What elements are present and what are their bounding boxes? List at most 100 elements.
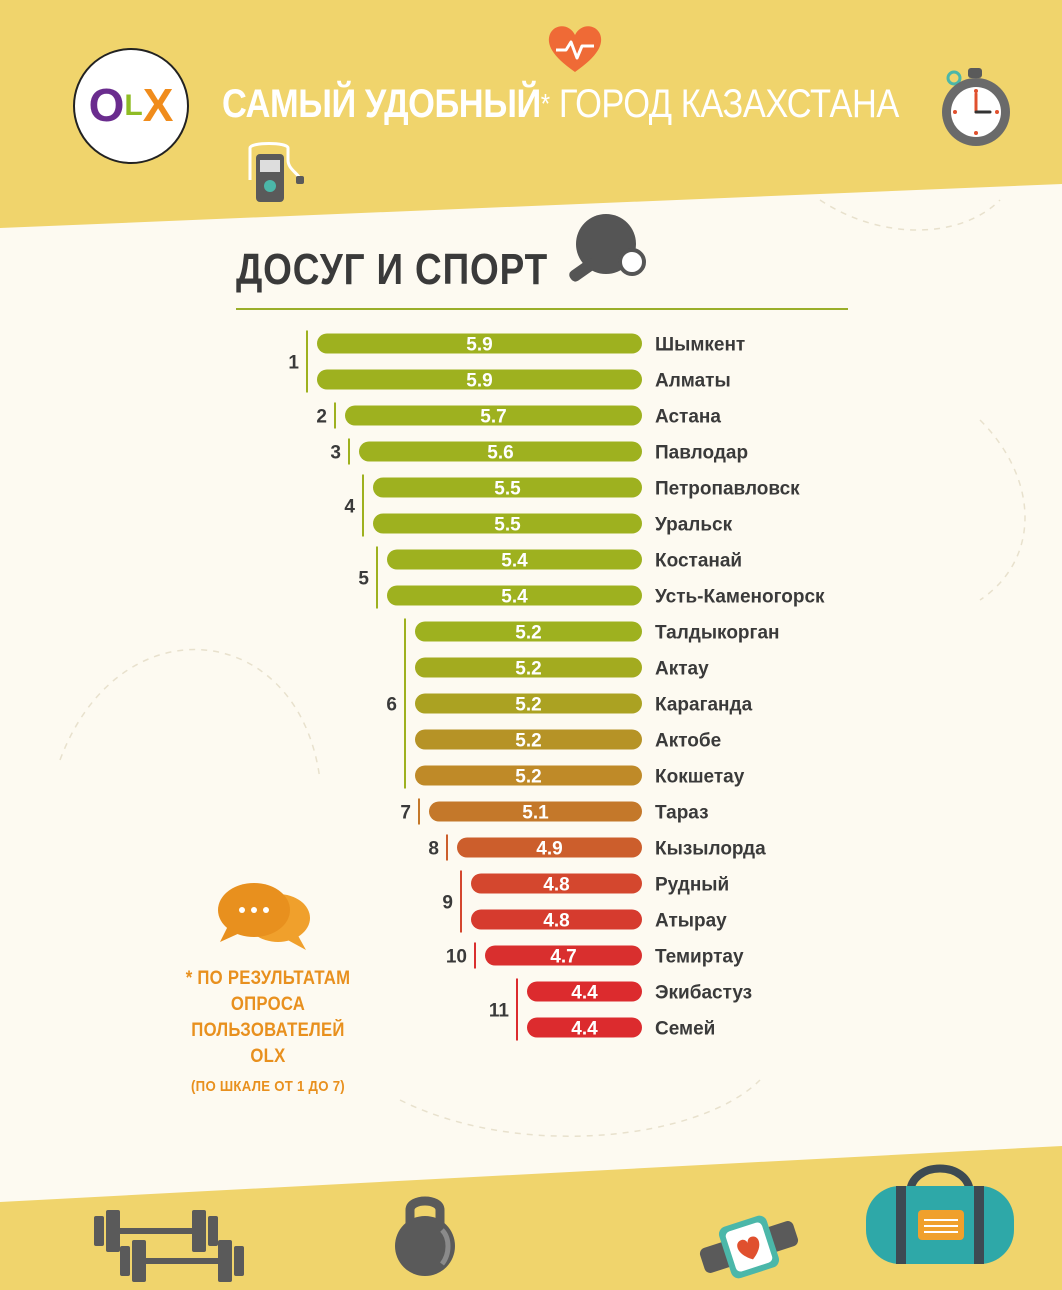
bar-row: 5.2 Талдыкорган bbox=[415, 621, 779, 644]
rank-group: 5 bbox=[358, 546, 378, 609]
bar-value-label: 5.9 bbox=[466, 371, 492, 392]
rank-label: 2 bbox=[316, 407, 327, 428]
bar bbox=[317, 333, 642, 354]
city-label: Талдыкорган bbox=[655, 623, 779, 644]
title-bold: САМЫЙ УДОБНЫЙ bbox=[222, 82, 541, 126]
rank-label: 1 bbox=[288, 353, 299, 374]
page-title: САМЫЙ УДОБНЫЙ* ГОРОД КАЗАХСТАНА bbox=[222, 78, 899, 130]
mp3-player-icon bbox=[248, 142, 304, 202]
rank-label: 5 bbox=[358, 569, 369, 590]
bar bbox=[317, 369, 642, 390]
bar bbox=[485, 945, 642, 966]
heart-pulse-icon bbox=[548, 26, 602, 72]
bar bbox=[415, 657, 642, 678]
bar-row: 4.8 Рудный bbox=[471, 873, 729, 896]
city-label: Кокшетау bbox=[655, 767, 745, 788]
bar-value-label: 5.2 bbox=[515, 731, 541, 752]
rank-label: 6 bbox=[386, 695, 397, 716]
bar bbox=[345, 405, 642, 426]
city-label: Темиртау bbox=[655, 947, 744, 968]
title-asterisk: * bbox=[540, 88, 550, 119]
bar bbox=[457, 837, 642, 858]
fitness-tracker-icon bbox=[699, 1215, 799, 1279]
city-label: Павлодар bbox=[655, 443, 748, 464]
bar-value-label: 5.2 bbox=[515, 659, 541, 680]
footer-band bbox=[0, 1146, 1062, 1290]
chat-bubbles-icon bbox=[218, 883, 310, 950]
bar-value-label: 5.4 bbox=[501, 587, 528, 608]
footnote-line-1: * ПО РЕЗУЛЬТАТАМ bbox=[185, 968, 351, 989]
city-label: Атырау bbox=[655, 911, 727, 932]
bar-value-label: 4.8 bbox=[543, 875, 569, 896]
rank-group: 9 bbox=[442, 870, 462, 933]
bar bbox=[415, 765, 642, 786]
city-label: Уральск bbox=[655, 515, 733, 536]
bar bbox=[527, 981, 642, 1002]
bar-value-label: 5.2 bbox=[515, 623, 541, 644]
footnote-line-2: ОПРОСА bbox=[230, 994, 306, 1015]
rank-group: 6 bbox=[386, 618, 406, 789]
rank-group: 4 bbox=[344, 474, 364, 537]
bar-row: 5.9 Шымкент bbox=[317, 333, 745, 356]
bar-row: 5.4 Костанай bbox=[387, 549, 742, 572]
city-label: Усть-Каменогорск bbox=[655, 587, 825, 608]
bar bbox=[415, 693, 642, 714]
bar-value-label: 4.4 bbox=[571, 983, 598, 1004]
stopwatch-icon bbox=[942, 68, 1010, 146]
bar-value-label: 4.9 bbox=[536, 839, 562, 860]
bar bbox=[527, 1017, 642, 1038]
survey-footnote: * ПО РЕЗУЛЬТАТАМ ОПРОСА ПОЛЬЗОВАТЕЛЕЙ OL… bbox=[160, 966, 376, 1100]
rank-group: 8 bbox=[428, 834, 448, 861]
bar bbox=[471, 909, 642, 930]
city-label: Семей bbox=[655, 1019, 715, 1040]
rank-label: 9 bbox=[442, 893, 453, 914]
title-rest: ГОРОД КАЗАХСТАНА bbox=[558, 82, 899, 126]
bar-row: 5.2 Кокшетау bbox=[415, 765, 745, 788]
city-label: Костанай bbox=[655, 551, 742, 572]
dumbbells-icon bbox=[94, 1210, 244, 1282]
bar-row: 5.2 Актау bbox=[415, 657, 709, 680]
kettlebell-icon bbox=[395, 1196, 455, 1276]
bar-row: 5.6 Павлодар bbox=[359, 441, 748, 464]
bar bbox=[373, 513, 642, 534]
bar bbox=[373, 477, 642, 498]
footnote-scale: (ПО ШКАЛЕ ОТ 1 ДО 7) bbox=[191, 1078, 345, 1095]
city-label: Экибастуз bbox=[655, 983, 752, 1004]
city-label: Кызылорда bbox=[655, 839, 766, 860]
bar-value-label: 5.4 bbox=[501, 551, 528, 572]
rank-label: 4 bbox=[344, 497, 355, 518]
bar-value-label: 5.6 bbox=[487, 443, 513, 464]
city-label: Астана bbox=[655, 407, 721, 428]
bar-value-label: 5.1 bbox=[522, 803, 549, 824]
rank-label: 11 bbox=[489, 1001, 510, 1022]
bar-row: 5.2 Актобе bbox=[415, 729, 721, 752]
section-rule bbox=[236, 308, 848, 310]
rank-group: 3 bbox=[330, 438, 350, 465]
bar-row: 5.5 Уральск bbox=[373, 513, 733, 536]
city-label: Рудный bbox=[655, 875, 729, 896]
bar-value-label: 5.2 bbox=[515, 767, 541, 788]
section-title: ДОСУГ И СПОРТ bbox=[236, 245, 549, 294]
bar-value-label: 5.2 bbox=[515, 695, 541, 716]
city-label: Петропавловск bbox=[655, 479, 800, 500]
bar-row: 5.1 Тараз bbox=[429, 801, 709, 824]
rank-label: 10 bbox=[446, 947, 467, 968]
bar-row: 4.4 Экибастуз bbox=[527, 981, 752, 1004]
bar bbox=[429, 801, 642, 822]
rank-label: 3 bbox=[330, 443, 341, 464]
bar bbox=[387, 549, 642, 570]
bar-value-label: 4.7 bbox=[550, 947, 576, 968]
rank-group: 10 bbox=[446, 942, 476, 969]
rank-group: 2 bbox=[316, 402, 336, 429]
olx-logo: OLX bbox=[73, 48, 189, 164]
bar-value-label: 4.8 bbox=[543, 911, 569, 932]
bar-row: 4.7 Темиртау bbox=[485, 945, 744, 968]
bar bbox=[415, 729, 642, 750]
bar-value-label: 5.9 bbox=[466, 335, 492, 356]
rank-group: 7 bbox=[400, 798, 420, 825]
bar-row: 5.9 Алматы bbox=[317, 369, 731, 392]
bar bbox=[415, 621, 642, 642]
bar-row: 4.8 Атырау bbox=[471, 909, 727, 932]
